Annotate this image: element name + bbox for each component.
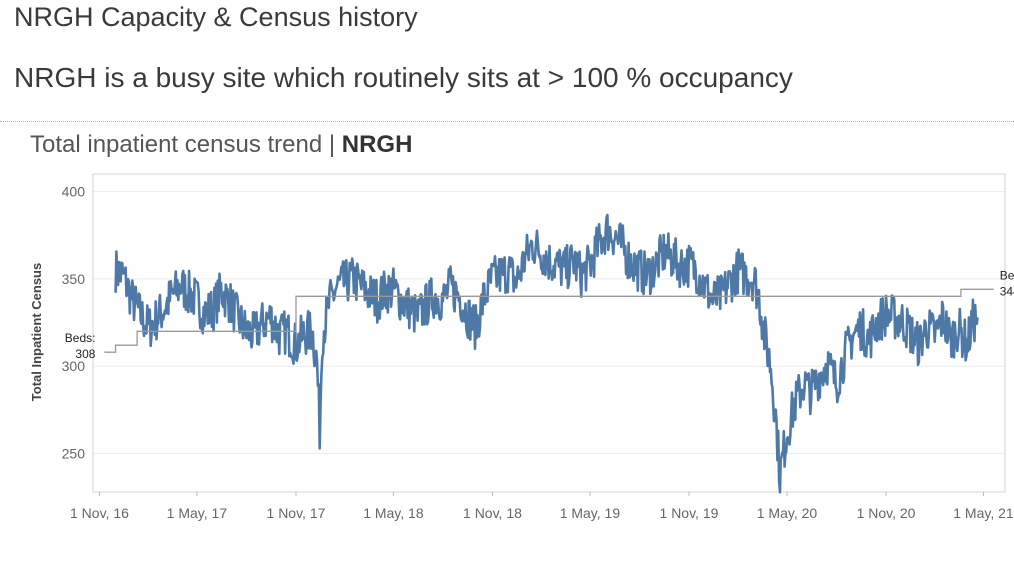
chart-title: Total inpatient census trend | NRGH — [30, 130, 412, 160]
x-tick-label: 1 May, 20 — [757, 505, 818, 521]
y-tick-label: 350 — [62, 271, 86, 287]
x-tick-label: 1 Nov, 20 — [857, 505, 916, 521]
y-axis-ticks: 250 300 350 400 — [62, 183, 86, 461]
chart-title-prefix: Total inpatient census trend — [30, 131, 323, 158]
beds-annotation: Beds: 308 — [65, 331, 96, 361]
chart-title-separator: | — [328, 131, 336, 158]
plot-area-frame — [92, 173, 1006, 493]
census-line — [114, 213, 979, 494]
beds-annotation-line: 344 — [1000, 284, 1014, 298]
gridlines — [93, 190, 1005, 455]
y-tick-label: 400 — [62, 183, 86, 199]
beds-annotation-line: 308 — [75, 347, 95, 361]
x-axis-ticks: 1 Nov, 16 1 May, 17 1 Nov, 17 1 May, 18 1 No… — [70, 492, 1014, 521]
section-divider — [0, 121, 1014, 122]
series-lines — [104, 213, 994, 494]
chart-title-site: NRGH — [341, 131, 413, 158]
y-tick-label: 300 — [62, 358, 86, 374]
beds-capacity-line — [104, 288, 994, 353]
y-axis-title: Total Inpatient Census — [29, 263, 44, 401]
x-tick-label: 1 Nov, 18 — [463, 505, 522, 521]
y-tick-label: 250 — [62, 446, 86, 462]
x-tick-label: 1 May, 21 — [953, 505, 1014, 521]
slide-subtitle: NRGH is a busy site which routinely sits… — [14, 62, 793, 93]
x-tick-label: 1 May, 18 — [363, 505, 424, 521]
beds-annotation-line: Beds: — [65, 331, 96, 345]
x-tick-label: 1 May, 17 — [167, 505, 228, 521]
x-tick-label: 1 Nov, 17 — [267, 505, 326, 521]
slide-title: NRGH Capacity & Census history — [14, 2, 418, 32]
beds-annotation: Beds: 344 — [1000, 268, 1014, 298]
beds-annotation-line: Beds: — [1000, 268, 1014, 282]
bed-annotations: Beds: 308 Beds: 344 — [65, 268, 1014, 361]
x-tick-label: 1 May, 19 — [560, 505, 621, 521]
x-tick-label: 1 Nov, 19 — [660, 505, 719, 521]
x-tick-label: 1 Nov, 16 — [70, 505, 129, 521]
